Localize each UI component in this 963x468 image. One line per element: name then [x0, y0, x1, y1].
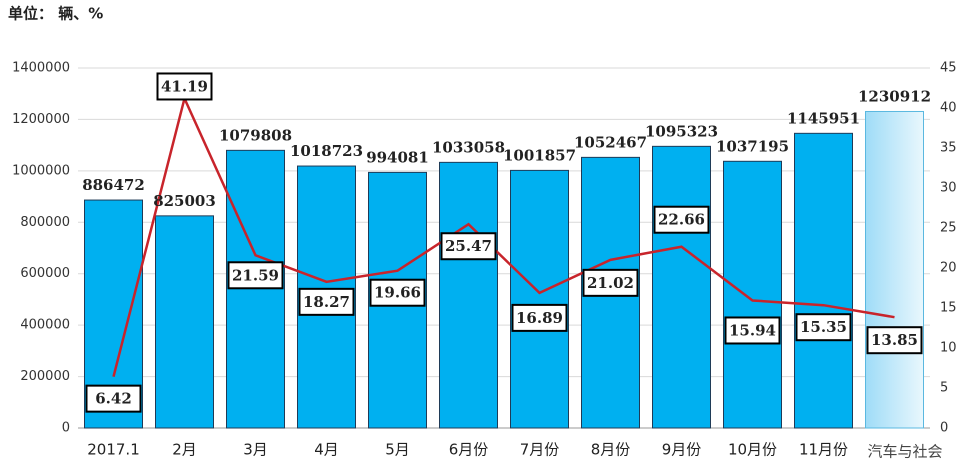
line	[112, 94, 895, 377]
x-tick-label: 2017.1	[87, 441, 140, 459]
y2-tick-label: 5	[940, 381, 948, 396]
bar-value-label: 886472	[82, 176, 145, 194]
y-tick-label: 1000000	[12, 163, 70, 178]
line-label-box	[298, 287, 355, 316]
line-value-label: 19.66	[374, 284, 421, 302]
bar-value-label: 1145951	[787, 109, 860, 127]
x-tick-label: 11月份	[799, 441, 848, 459]
bar-value-label: 825003	[153, 192, 216, 210]
line-label-box	[440, 232, 497, 261]
bar-value-label: 1033058	[432, 138, 505, 156]
y2-tick-label: 35	[940, 141, 957, 156]
bar	[794, 132, 853, 429]
line-label-box	[653, 205, 710, 234]
line-value-label: 25.47	[445, 237, 492, 255]
x-tick-label: 2月	[172, 441, 197, 459]
line-value-label: 16.89	[516, 309, 563, 327]
y2-tick-label: 45	[940, 61, 957, 76]
line-label-box	[724, 316, 781, 345]
x-tick-label: 6月份	[449, 441, 489, 459]
y2-tick-label: 10	[940, 341, 957, 356]
y-tick-label: 0	[62, 421, 70, 436]
line-value-label: 21.59	[232, 266, 279, 284]
line-label-box	[511, 303, 568, 332]
line-value-label: 6.42	[95, 390, 132, 408]
x-tick-label: 3月	[243, 441, 268, 459]
line-value-label: 15.35	[800, 318, 847, 336]
y2-tick-label: 30	[940, 181, 957, 196]
y2-tick-label: 40	[940, 101, 957, 116]
y-tick-label: 800000	[20, 215, 70, 230]
bar	[439, 161, 498, 429]
y-tick-label: 600000	[20, 266, 70, 281]
bar-value-label: 1079808	[219, 126, 292, 144]
bar-value-label: 994081	[366, 148, 429, 166]
y2-tick-label: 0	[940, 421, 948, 436]
y2-tick-label: 15	[940, 301, 957, 316]
line-value-label: 22.66	[658, 211, 705, 229]
y-tick-label: 1200000	[12, 112, 70, 127]
bar-value-label: 1230912	[858, 87, 931, 105]
line-label-box	[795, 313, 852, 342]
line-label-box	[369, 278, 426, 307]
line-value-label: 18.27	[303, 293, 350, 311]
bar-value-label: 1052467	[574, 133, 647, 151]
x-tick-label: 5月	[385, 441, 410, 459]
x-tick-label: 8月份	[591, 441, 631, 459]
y-tick-label: 400000	[20, 318, 70, 333]
line-label-box	[866, 326, 923, 355]
x-tick-label: 7月份	[520, 441, 560, 459]
x-tick-label: 4月	[314, 441, 339, 459]
x-tick-label: 9月份	[662, 441, 702, 459]
bar-value-label: 1095323	[645, 122, 718, 140]
line-label-box	[227, 261, 284, 290]
bar-value-label: 1037195	[716, 137, 789, 155]
line-label-box	[582, 268, 639, 297]
bar	[510, 169, 569, 429]
line-label-box	[156, 72, 213, 101]
y-tick-label: 1400000	[12, 61, 70, 76]
line-label-box	[85, 384, 142, 413]
bar-value-label: 1001857	[503, 146, 576, 164]
bar	[155, 215, 214, 429]
line-value-label: 15.94	[729, 321, 776, 339]
line-value-label: 41.19	[161, 77, 208, 95]
x-tick-label: 10月份	[728, 441, 777, 459]
chart-title: 单位： 辆、%	[8, 5, 103, 23]
bar	[652, 145, 711, 429]
y2-tick-label: 25	[940, 221, 957, 236]
watermark: 汽车与社会	[867, 443, 942, 461]
line-value-label: 21.02	[587, 274, 634, 292]
line-value-label: 13.85	[871, 331, 918, 349]
bar-value-label: 1018723	[290, 142, 363, 160]
y2-tick-label: 20	[940, 261, 957, 276]
bar	[723, 160, 782, 429]
bar	[865, 110, 924, 429]
y-tick-label: 200000	[20, 369, 70, 384]
